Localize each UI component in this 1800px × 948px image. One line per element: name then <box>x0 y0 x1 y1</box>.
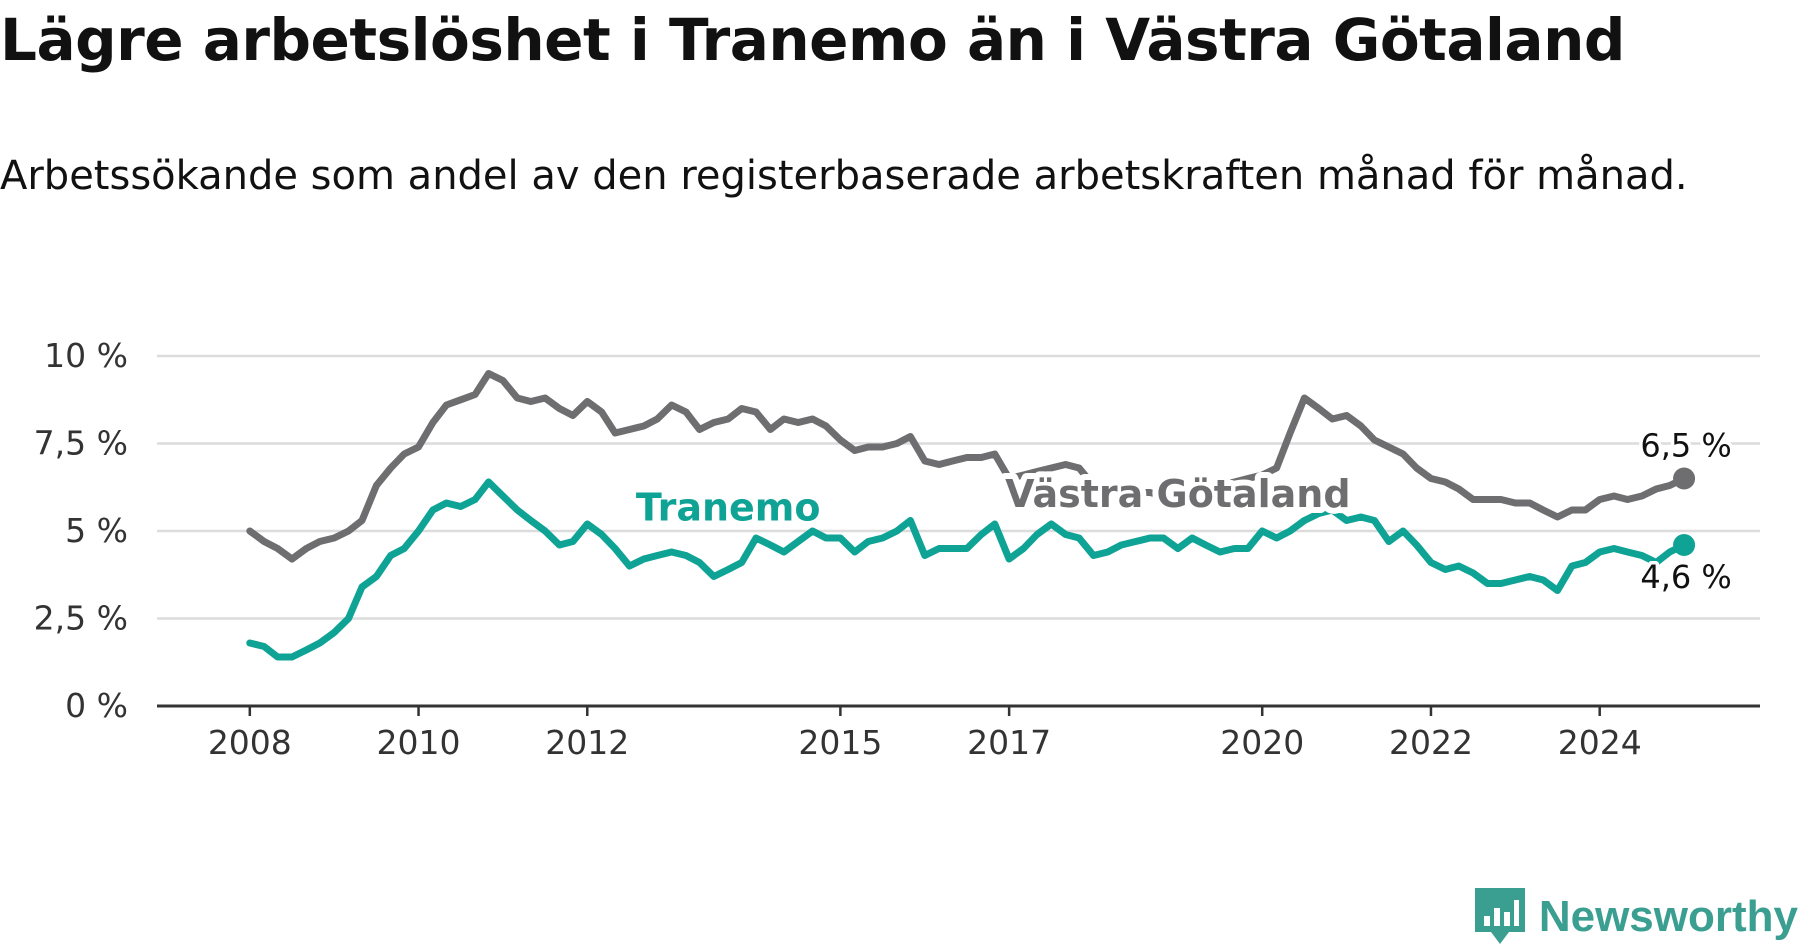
x-tick-label: 2008 <box>208 723 292 762</box>
x-axis: 2008 2010 2012 2015 2017 2020 2022 2024 <box>157 704 1760 762</box>
newsworthy-logo-icon <box>1474 888 1525 944</box>
brand-logo: Newsworthy <box>1474 888 1798 946</box>
y-tick-label: 7,5 % <box>34 424 128 463</box>
labels: 6,5 % 4,6 % Västra Götaland Tranemo <box>630 423 1735 600</box>
series-end-label: 4,6 % <box>1640 558 1731 596</box>
x-tick-label: 2017 <box>967 723 1051 762</box>
series-lines <box>246 370 1696 661</box>
x-tick-label: 2022 <box>1389 723 1473 762</box>
series-end-label: 6,5 % <box>1640 427 1731 465</box>
x-tick-label: 2012 <box>545 723 629 762</box>
y-tick-label: 5 % <box>65 511 128 550</box>
y-tick-label: 2,5 % <box>34 599 128 638</box>
series-end-point <box>1673 534 1696 556</box>
series-name-label: Västra Götaland <box>1005 472 1350 516</box>
series-end-point <box>1673 467 1696 490</box>
x-tick-label: 2020 <box>1220 723 1304 762</box>
series-name-label: Tranemo <box>636 486 821 530</box>
x-tick-label: 2015 <box>798 723 882 762</box>
x-tick-label: 2024 <box>1558 723 1642 762</box>
brand-name: Newsworthy <box>1538 892 1798 941</box>
y-tick-label: 0 % <box>65 686 128 725</box>
series-line <box>246 478 1688 661</box>
gridlines <box>157 354 1760 620</box>
y-axis-ticks: 0 % 2,5 % 5 % 7,5 % 10 % <box>34 336 128 725</box>
chart-subtitle: Arbetssökande som andel av den registerb… <box>0 153 1688 199</box>
series-line <box>246 370 1688 563</box>
y-tick-label: 10 % <box>44 336 128 375</box>
x-tick-label: 2010 <box>377 723 461 762</box>
chart-title: Lägre arbetslöshet i Tranemo än i Västra… <box>0 6 1625 74</box>
